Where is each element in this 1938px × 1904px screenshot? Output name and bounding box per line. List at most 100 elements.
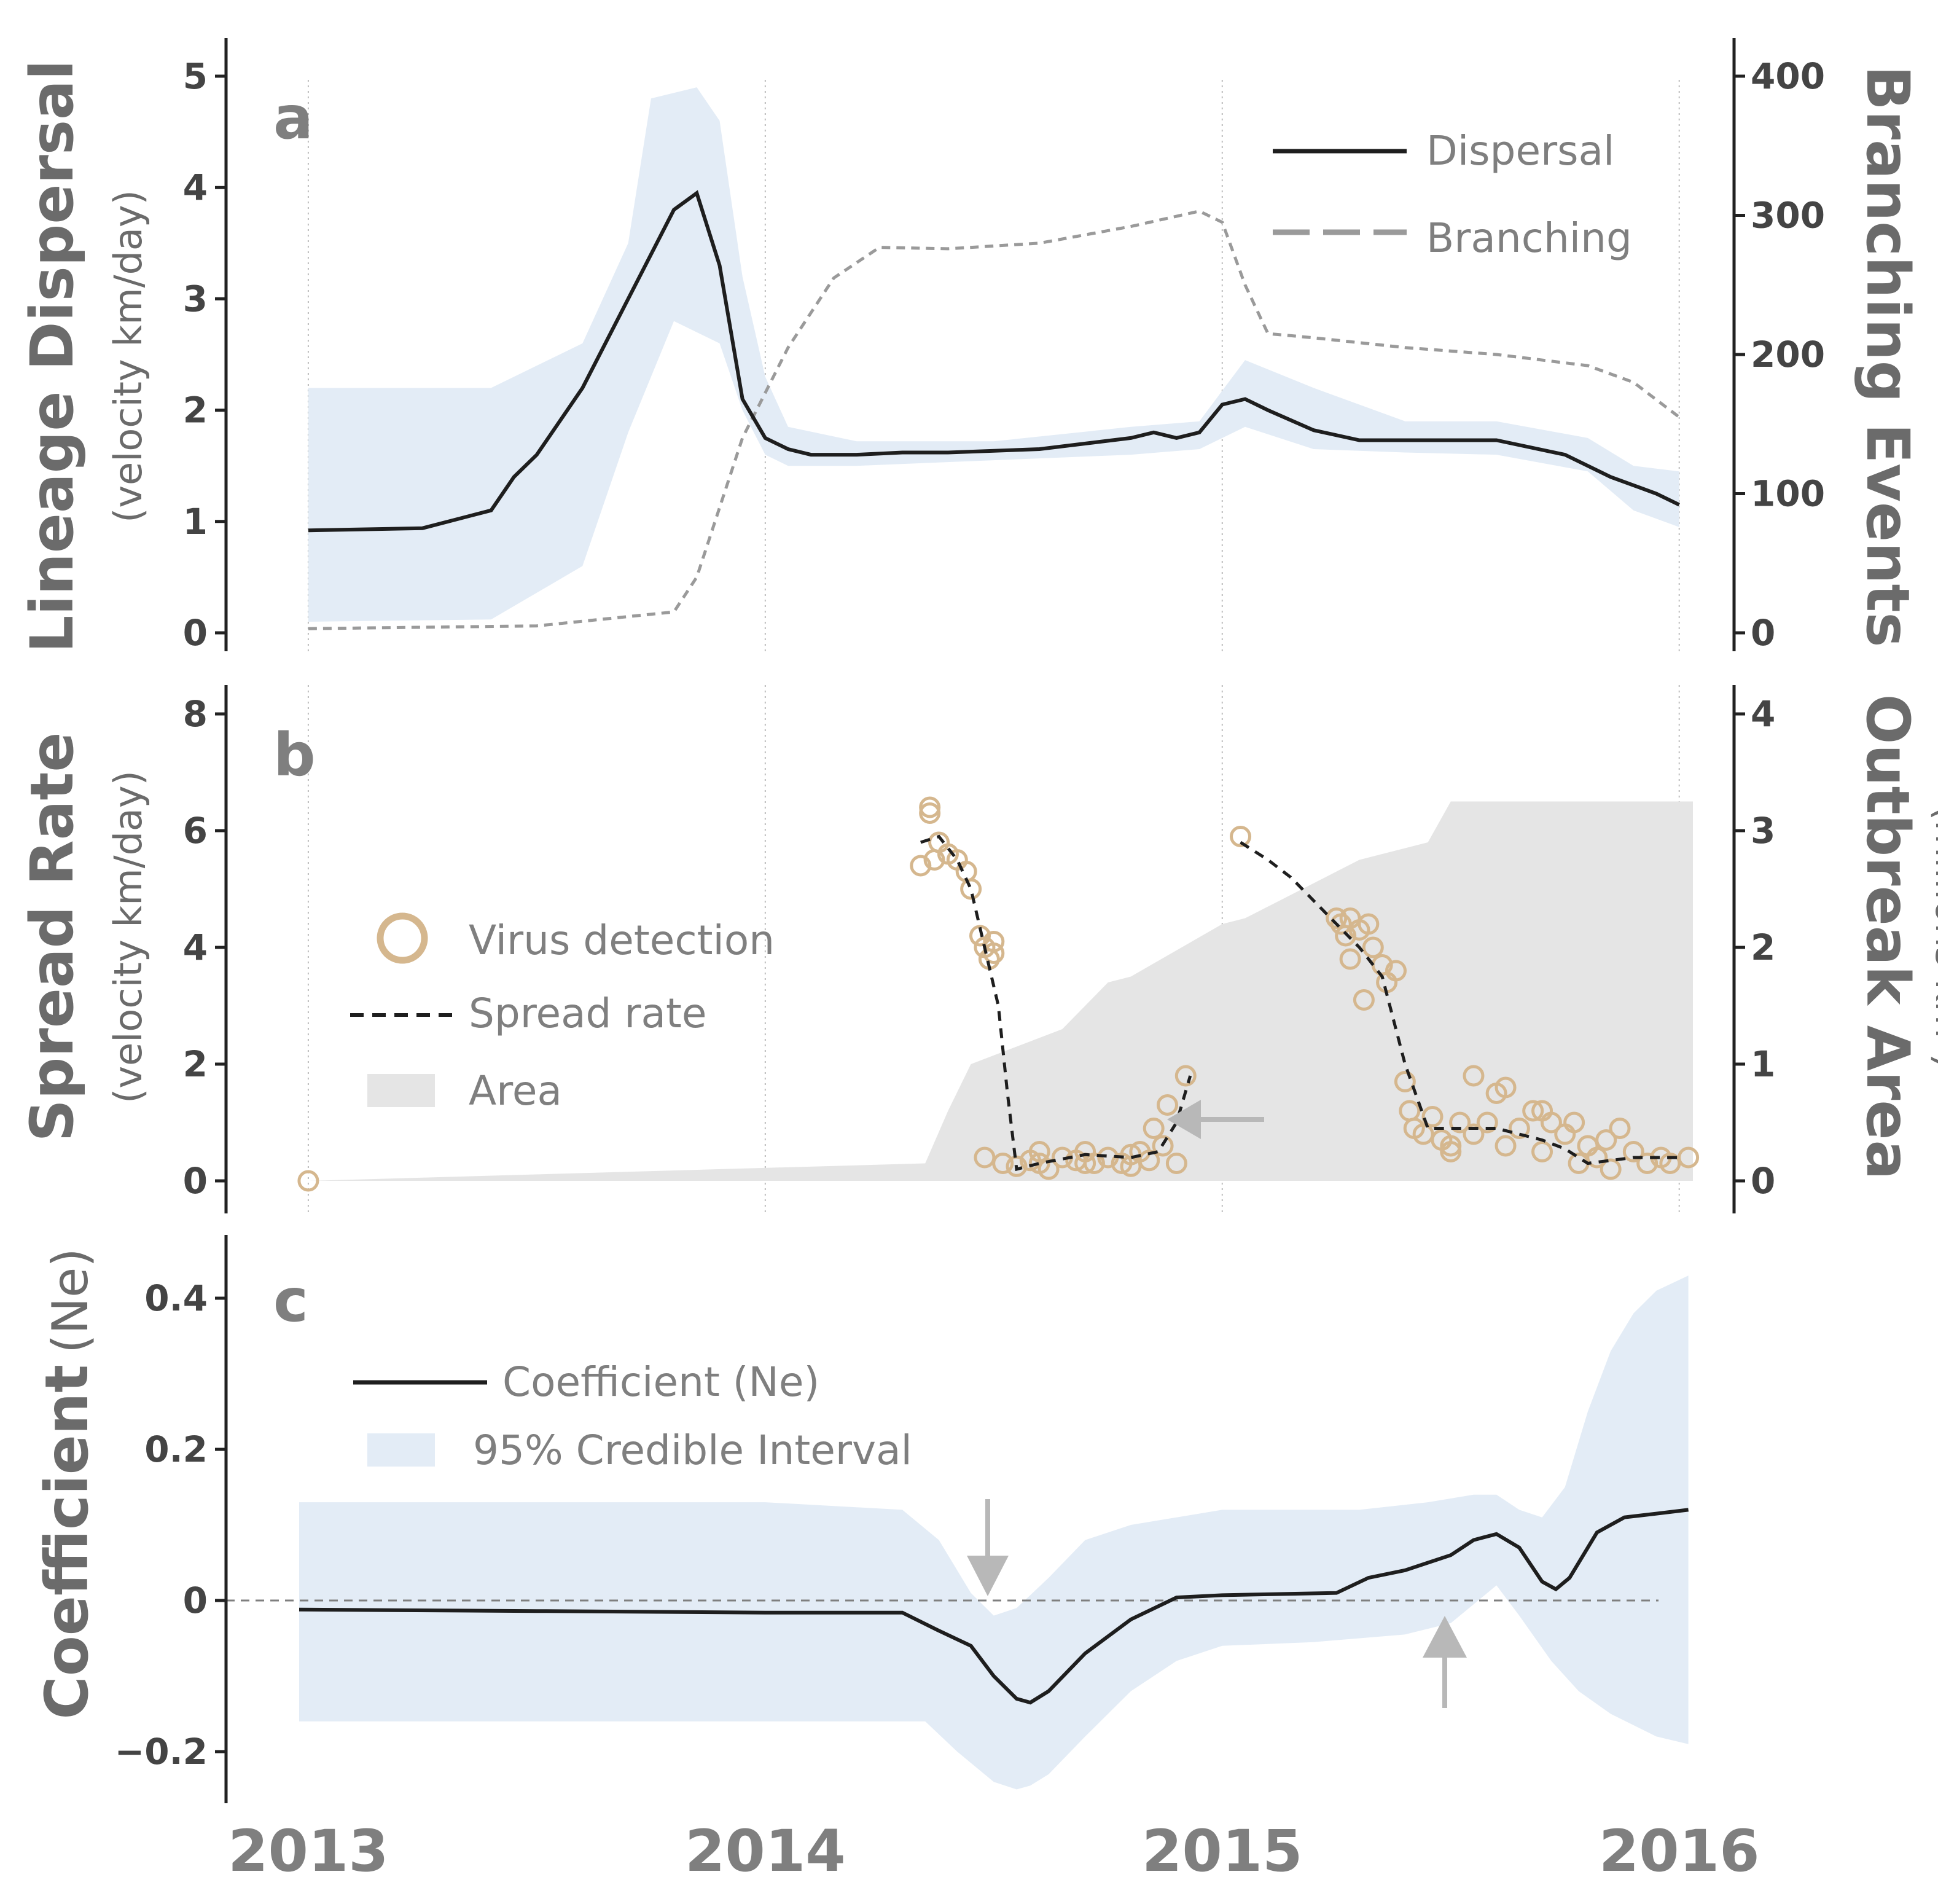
coefficient-label-ne: (Ne): [42, 1248, 99, 1353]
panel-b-ytick-label: 2: [183, 1043, 208, 1085]
outbreak-area: [308, 801, 1694, 1181]
legend-area-label: Area: [469, 1067, 562, 1115]
virus-detection-point: [1440, 1141, 1462, 1162]
virus-detection-point: [960, 878, 982, 900]
branching-line: [308, 210, 1681, 630]
virus-detection-point: [910, 855, 932, 877]
virus-detection-point: [1463, 1123, 1485, 1145]
virus-detection-point: [1385, 960, 1407, 982]
panel-c-down-arrow: [967, 1499, 1009, 1596]
virus-detection-point: [969, 925, 991, 947]
panel-a-left-ylabel: Lineage Dispersal (velocity km/day): [18, 60, 150, 652]
virus-detection-point: [1412, 1123, 1434, 1145]
spread-rate-lines: [920, 834, 1679, 1172]
panel-c: −0.2 0 0.2 0.4 c Coefficient (Ne) Coefficien…: [33, 1235, 1689, 1803]
virus-detection-point: [1586, 1146, 1608, 1169]
virus-detection-point: [1230, 826, 1252, 847]
down-arrow-icon: [967, 1556, 1009, 1596]
left-arrow-icon: [1167, 1100, 1201, 1139]
legend-area-swatch: [367, 1074, 435, 1107]
panel-b-legend: Virus detection Spread rate Area: [350, 912, 775, 1115]
virus-detection-point: [1143, 1118, 1165, 1139]
coefficient-line: [299, 1508, 1689, 1705]
virus-detection-point: [1495, 1135, 1517, 1157]
virus-detection-point: [1622, 1141, 1644, 1162]
virus-detection-point: [1138, 1150, 1160, 1172]
outbreak-area-label: Outbreak Area: [1853, 694, 1922, 1180]
panel-b-y2tick-label: 2: [1751, 927, 1775, 968]
year-axis-labels: 2013 2014 2015 2016: [228, 1818, 1759, 1885]
dispersal-line: [308, 190, 1681, 533]
panel-b-ytick-label: 8: [183, 693, 208, 735]
outbreak-area-unit: (millions km²): [1927, 805, 1938, 1068]
panel-c-letter: c: [273, 1266, 308, 1335]
panel-a-ytick-label: 5: [183, 55, 208, 97]
panel-a-ytick-label: 2: [183, 390, 208, 431]
virus-detection-point: [974, 1146, 996, 1169]
year-label-2016: 2016: [1599, 1818, 1760, 1885]
lineage-dispersal-label: Lineage Dispersal: [18, 60, 87, 652]
panel-a-y2tick-label: 100: [1751, 473, 1825, 515]
panel-b-ytick-label: 0: [183, 1160, 208, 1202]
panel-c-legend: Coefficient (Ne) 95% Credible Interval: [353, 1358, 912, 1474]
virus-detection-point: [1083, 1153, 1105, 1174]
virus-detection-point: [1600, 1158, 1622, 1180]
legend-detection-swatch: [377, 912, 428, 964]
panel-b: 0 2 4 6 8 0 1 2 3 4 b Spread Rate (velocity km/d…: [18, 685, 1938, 1213]
virus-detection-point: [1495, 1076, 1517, 1099]
coefficient-credible-interval: [299, 1275, 1689, 1790]
branching-events-label: Branching Events: [1853, 66, 1922, 648]
panel-a-ytick-label: 3: [183, 278, 208, 319]
panel-b-y2tick-label: 0: [1751, 1160, 1775, 1202]
spread-rate-label: Spread Rate: [18, 732, 87, 1142]
panel-b-letter: b: [273, 721, 316, 789]
panel-b-ytick-label: 4: [183, 927, 208, 968]
virus-detection-point: [1476, 1111, 1498, 1134]
virus-detection-point: [1394, 1071, 1416, 1092]
virus-detection-point: [297, 1170, 319, 1192]
panel-a-y2tick-label: 300: [1751, 195, 1825, 237]
panel-b-ytick-label: 6: [183, 810, 208, 852]
panel-b-left-ticks: 0 2 4 6 8: [183, 693, 226, 1202]
panel-a-left-ticks: 0 1 2 3 4 5: [183, 55, 226, 654]
panel-a-y2tick-label: 400: [1751, 55, 1825, 97]
virus-detection-point: [1595, 1129, 1617, 1151]
virus-detection-point: [1326, 907, 1348, 929]
spread-rate-line-1: [920, 834, 1192, 1172]
year-label-2013: 2013: [228, 1818, 389, 1885]
panel-a-y2tick-label: 0: [1751, 612, 1775, 654]
virus-detections: [297, 796, 1700, 1192]
virus-detection-point: [919, 796, 941, 818]
spread-rate-unit: (velocity km/day): [106, 770, 150, 1103]
panel-c-ytick-label: 0.4: [144, 1277, 208, 1319]
virus-detection-point: [1440, 1135, 1462, 1157]
virus-detection-point: [1609, 1118, 1631, 1139]
virus-detection-point: [1508, 1118, 1530, 1139]
virus-detection-point: [1165, 1153, 1187, 1174]
virus-detection-point: [1120, 1155, 1142, 1177]
virus-detection-point: [1449, 1111, 1471, 1134]
legend-ci-label: 95% Credible Interval: [473, 1427, 912, 1474]
legend-branching-label: Branching: [1426, 214, 1632, 262]
virus-detection-point: [1028, 1141, 1050, 1162]
panel-b-y2tick-label: 4: [1751, 693, 1775, 735]
up-arrow-icon: [1423, 1616, 1467, 1658]
virus-detection-point: [1636, 1153, 1659, 1174]
panel-a-ytick-label: 4: [183, 167, 208, 208]
lineage-dispersal-unit: (velocity km/day): [106, 190, 150, 523]
virus-detection-point: [1353, 989, 1375, 1011]
virus-detection-point: [1421, 1106, 1444, 1127]
virus-detection-point: [1152, 1135, 1174, 1157]
legend-dispersal-label: Dispersal: [1426, 127, 1614, 174]
panel-a-right-ticks: 0 100 200 300 400: [1734, 55, 1825, 654]
year-label-2014: 2014: [685, 1818, 846, 1885]
panel-a-ytick-label: 1: [183, 501, 208, 543]
panel-a-letter: a: [273, 84, 313, 152]
panel-b-left-ylabel: Spread Rate (velocity km/day): [18, 732, 150, 1142]
year-label-2015: 2015: [1142, 1818, 1303, 1885]
dispersal-credible-interval: [308, 87, 1679, 622]
panel-c-up-arrow: [1423, 1616, 1467, 1708]
legend-ci-swatch: [367, 1433, 435, 1467]
legend-detection-label: Virus detection: [469, 917, 775, 964]
